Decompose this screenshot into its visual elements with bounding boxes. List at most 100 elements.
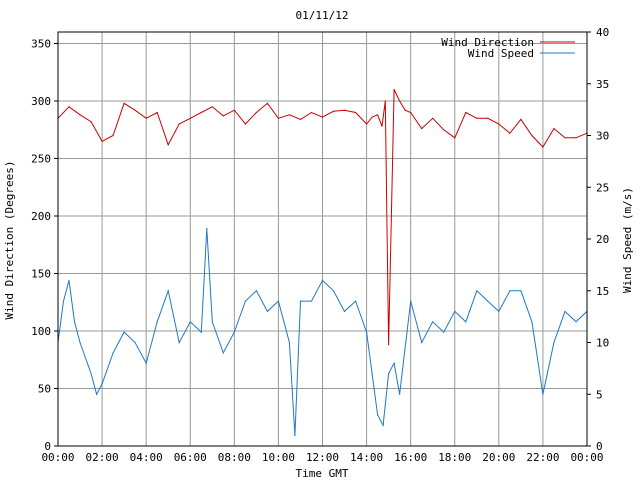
y-tick-label-right: 15: [596, 285, 609, 298]
data-point-wind-direction: [189, 117, 191, 119]
series-line-wind-direction: [57, 89, 588, 345]
data-point-wind-speed: [321, 279, 324, 281]
data-point-wind-direction: [321, 116, 324, 118]
data-point-wind-speed: [255, 290, 257, 292]
data-point-wind-speed: [564, 310, 566, 312]
data-point-wind-direction: [393, 88, 395, 91]
axes: 00:00 02:00 04:00 06:00 08:00 10:00 12:00 14:00…: [31, 26, 609, 464]
data-point-wind-direction: [200, 111, 202, 114]
data-point-wind-speed: [355, 300, 357, 302]
y-tick-label-left: 0: [44, 440, 51, 453]
data-point-wind-direction: [310, 111, 313, 114]
data-point-wind-direction: [255, 111, 257, 114]
data-point-wind-speed: [366, 331, 368, 333]
data-point-wind-speed: [134, 341, 136, 344]
data-point-wind-speed: [421, 341, 423, 344]
data-point-wind-direction: [79, 114, 81, 116]
data-point-wind-direction: [399, 100, 401, 102]
data-point-wind-speed: [211, 321, 213, 323]
data-point-wind-direction: [410, 111, 412, 114]
data-point-wind-direction: [101, 140, 103, 142]
data-point-wind-direction: [90, 121, 92, 123]
data-point-wind-direction: [371, 116, 373, 118]
data-point-wind-speed: [178, 341, 180, 344]
x-tick-label: 00:00: [41, 451, 74, 464]
data-point-wind-speed: [443, 331, 445, 333]
data-point-wind-speed: [371, 373, 373, 375]
data-point-wind-direction: [277, 117, 279, 119]
data-point-wind-speed: [310, 300, 313, 302]
data-point-wind-direction: [167, 144, 169, 146]
data-point-wind-direction: [498, 123, 500, 125]
data-point-wind-speed: [454, 310, 456, 312]
data-point-wind-direction: [145, 117, 147, 119]
data-point-wind-speed: [399, 393, 401, 395]
x-tick-label: 10:00: [262, 451, 295, 464]
data-point-wind-speed: [288, 341, 290, 344]
data-point-wind-direction: [233, 109, 235, 111]
data-point-wind-direction: [211, 106, 213, 108]
data-point-wind-direction: [542, 146, 544, 148]
data-point-wind-speed: [222, 352, 224, 354]
data-point-wind-speed: [96, 393, 98, 395]
data-point-wind-speed: [520, 290, 522, 292]
y-tick-label-right: 25: [596, 181, 609, 194]
data-point-wind-speed: [189, 321, 191, 323]
data-point-wind-direction: [404, 109, 406, 111]
data-point-wind-direction: [244, 123, 246, 125]
data-point-wind-speed: [487, 300, 489, 302]
x-tick-label: 04:00: [130, 451, 163, 464]
x-tick-label: 00:00: [570, 451, 603, 464]
legend-label-wind-direction: Wind Direction: [441, 36, 534, 49]
data-point-wind-speed: [542, 393, 544, 395]
data-point-wind-direction: [288, 114, 290, 116]
data-point-wind-speed: [62, 300, 65, 302]
data-point-wind-direction: [134, 109, 136, 111]
x-axis-label: Time GMT: [296, 467, 349, 480]
data-point-wind-speed: [79, 341, 81, 344]
data-point-wind-direction: [476, 117, 478, 119]
y-tick-label-left: 100: [31, 325, 51, 338]
x-tick-label: 20:00: [482, 451, 515, 464]
data-point-wind-direction: [564, 137, 566, 139]
y-tick-label-right: 5: [596, 388, 603, 401]
y-axis-label-right: Wind Speed (m/s): [621, 187, 634, 293]
data-point-wind-direction: [355, 111, 357, 114]
data-point-wind-speed: [206, 228, 208, 230]
data-point-wind-direction: [465, 111, 467, 114]
data-point-wind-speed: [294, 435, 296, 437]
data-point-wind-speed: [432, 321, 434, 323]
data-point-wind-speed: [244, 300, 246, 302]
data-point-wind-speed: [145, 362, 147, 364]
data-point-wind-speed: [509, 290, 511, 292]
data-point-wind-direction: [332, 110, 335, 112]
data-point-wind-direction: [381, 125, 383, 127]
chart-title: 01/11/12: [296, 9, 349, 22]
y-tick-label-left: 350: [31, 38, 51, 51]
x-tick-label: 12:00: [306, 451, 339, 464]
data-point-wind-speed: [266, 310, 268, 312]
data-point-wind-direction: [112, 134, 114, 137]
data-point-wind-direction: [553, 128, 555, 130]
y-tick-label-right: 30: [596, 130, 609, 143]
data-point-wind-direction: [123, 102, 125, 104]
y-tick-label-right: 20: [596, 233, 609, 246]
data-point-wind-speed: [73, 321, 76, 323]
y-tick-label-right: 35: [596, 78, 609, 91]
x-tick-label: 14:00: [350, 451, 383, 464]
legend-label-wind-speed: Wind Speed: [468, 47, 534, 60]
data-point-wind-speed: [393, 362, 395, 364]
data-point-wind-direction: [443, 129, 445, 131]
data-point-wind-direction: [531, 134, 533, 137]
data-point-wind-speed: [410, 300, 412, 302]
data-point-wind-speed: [299, 300, 302, 302]
data-point-wind-direction: [388, 344, 390, 346]
data-point-wind-direction: [509, 132, 511, 134]
data-point-wind-speed: [167, 290, 169, 292]
y-tick-label-left: 150: [31, 268, 51, 281]
data-point-wind-speed: [531, 321, 533, 323]
data-point-wind-speed: [388, 373, 390, 375]
data-point-wind-speed: [156, 321, 158, 323]
data-point-wind-direction: [454, 137, 456, 139]
